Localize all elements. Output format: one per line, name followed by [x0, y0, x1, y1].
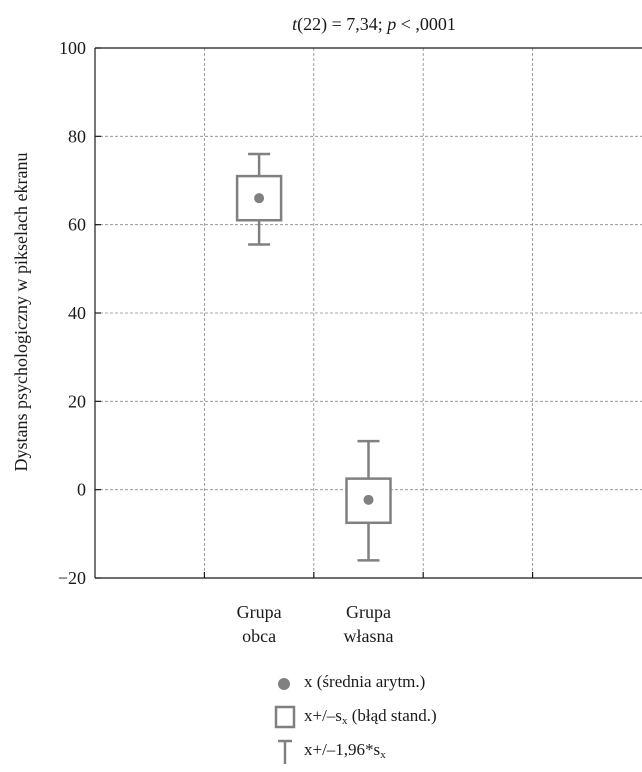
mean-dot-icon: [278, 678, 290, 690]
legend-se-sub: x: [341, 715, 348, 727]
y-tick-label: 40: [68, 303, 86, 323]
legend-ci-sub: x: [380, 749, 386, 761]
y-tick-label: 20: [68, 391, 86, 411]
y-axis-label: Dystans psychologiczny w pikselach ekran…: [11, 153, 31, 472]
x-tick-label-line2: obca: [242, 626, 276, 646]
plot-marks: [235, 152, 392, 562]
mean-point: [363, 494, 374, 505]
se-box-icon: [274, 705, 296, 729]
group-obca: [235, 152, 283, 246]
mean-point: [254, 193, 265, 204]
x-tick-label-line1: Grupa: [346, 602, 391, 622]
x-tick-label-line2: własna: [344, 626, 394, 646]
grid: [95, 48, 642, 578]
legend-se-pm: +/–s: [312, 706, 342, 725]
x-tick-label-line1: Grupa: [237, 602, 282, 622]
y-tick-label: 100: [59, 38, 86, 58]
x-tick-labels: Grupa obca Grupa własna: [237, 602, 394, 646]
legend-se-text: (błąd stand.): [347, 706, 437, 725]
y-tick-label: 60: [68, 215, 86, 235]
y-tick-label: 0: [77, 480, 86, 500]
y-ticks: −20 0 20 40 60 80 100: [58, 38, 101, 588]
legend-ci-pm: +/–1,96*s: [312, 740, 381, 759]
chart-title: t(22) = 7,34; p < ,0001: [292, 14, 456, 35]
legend-mean-text: (średnia arytm.): [312, 672, 426, 691]
y-tick-label: 80: [68, 126, 86, 146]
ci-whisker-icon: [278, 739, 292, 764]
legend-se-symbol: x: [304, 706, 313, 725]
legend-mean-symbol: x: [304, 672, 313, 691]
group-własna: [345, 439, 392, 562]
legend-ci-symbol: x: [304, 740, 313, 759]
y-tick-label: −20: [58, 568, 86, 588]
